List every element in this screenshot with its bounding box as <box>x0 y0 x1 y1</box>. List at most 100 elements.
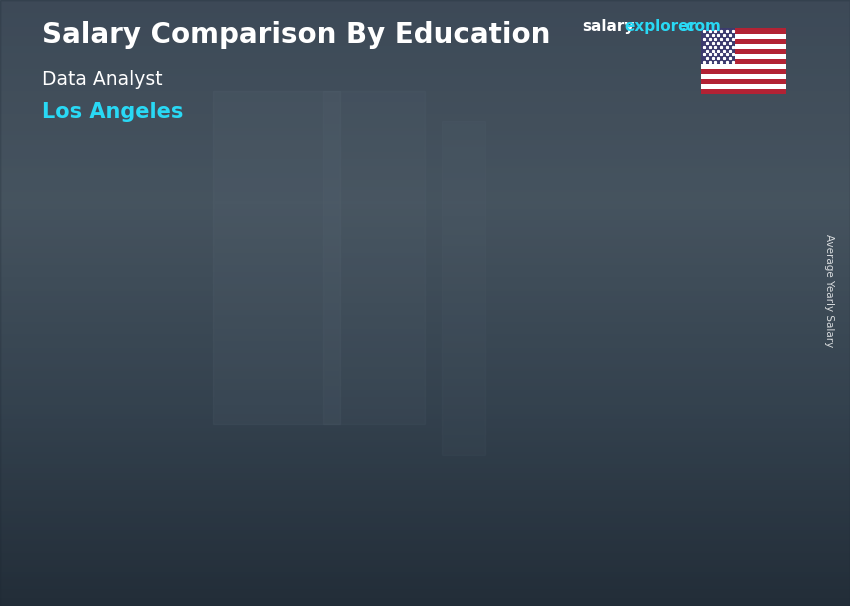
Bar <box>560 387 687 390</box>
Text: Bachelor's
Degree: Bachelor's Degree <box>376 521 449 553</box>
Bar <box>111 395 238 397</box>
Bar <box>111 467 238 468</box>
Bar <box>111 484 238 485</box>
Bar <box>111 403 238 405</box>
Bar <box>111 463 238 465</box>
Bar <box>340 424 467 426</box>
Polygon shape <box>340 293 484 301</box>
Bar <box>560 264 687 268</box>
Bar <box>340 308 467 311</box>
Bar <box>340 378 467 380</box>
Bar <box>111 453 238 455</box>
Bar <box>111 424 238 425</box>
Bar <box>560 364 687 367</box>
Bar <box>111 380 238 382</box>
Polygon shape <box>238 351 256 506</box>
Bar <box>111 440 238 442</box>
Bar <box>701 74 786 79</box>
Bar <box>560 304 687 307</box>
Bar <box>560 423 687 427</box>
Bar <box>560 361 687 364</box>
Bar <box>340 352 467 355</box>
Bar <box>560 447 687 450</box>
Bar <box>340 493 467 496</box>
Bar <box>560 324 687 327</box>
Bar <box>340 465 467 467</box>
Bar <box>111 412 238 414</box>
Bar <box>111 489 238 491</box>
Text: salary: salary <box>582 19 635 35</box>
Polygon shape <box>687 232 705 506</box>
Bar <box>111 436 238 438</box>
Bar <box>442 121 484 454</box>
Bar <box>560 331 687 334</box>
Bar <box>111 482 238 484</box>
Bar <box>323 91 425 424</box>
Bar <box>340 403 467 406</box>
Bar <box>111 448 238 450</box>
Bar <box>340 436 467 439</box>
Bar <box>111 459 238 461</box>
Bar <box>560 255 687 258</box>
Bar <box>560 427 687 430</box>
Bar <box>111 502 238 504</box>
Bar <box>340 416 467 419</box>
Bar <box>111 450 238 451</box>
Bar <box>111 419 238 421</box>
Bar <box>111 375 238 376</box>
Bar <box>340 459 467 462</box>
Text: 81,100 USD: 81,100 USD <box>62 335 149 349</box>
Bar <box>340 450 467 452</box>
Bar <box>111 425 238 427</box>
Bar <box>340 485 467 488</box>
Bar <box>560 354 687 357</box>
Bar <box>340 393 467 396</box>
Bar <box>111 479 238 482</box>
Bar <box>111 487 238 489</box>
Bar <box>340 367 467 370</box>
Bar <box>111 369 238 371</box>
Bar <box>560 397 687 400</box>
Bar <box>111 378 238 380</box>
Bar <box>560 271 687 275</box>
Bar <box>560 476 687 479</box>
Bar <box>340 411 467 413</box>
Bar <box>560 357 687 361</box>
Bar <box>340 324 467 326</box>
Polygon shape <box>111 351 256 356</box>
Bar <box>111 393 238 395</box>
Bar <box>340 413 467 416</box>
Bar <box>111 364 238 365</box>
Bar <box>111 478 238 479</box>
Bar <box>560 466 687 470</box>
Bar <box>701 59 786 64</box>
Bar <box>560 373 687 377</box>
Bar <box>111 397 238 399</box>
Bar <box>340 398 467 401</box>
Bar <box>560 337 687 341</box>
Bar <box>340 313 467 316</box>
Bar <box>340 316 467 319</box>
Bar <box>340 429 467 431</box>
Text: Los Angeles: Los Angeles <box>42 102 184 122</box>
Bar <box>701 44 786 48</box>
Bar <box>340 419 467 421</box>
Bar <box>340 301 467 303</box>
Bar <box>560 502 687 506</box>
Bar <box>560 258 687 261</box>
Bar <box>340 380 467 382</box>
Text: Data Analyst: Data Analyst <box>42 70 163 88</box>
Bar <box>111 494 238 496</box>
Bar <box>340 321 467 324</box>
Bar <box>560 241 687 245</box>
Bar <box>111 356 238 358</box>
Bar <box>560 450 687 453</box>
Bar <box>560 483 687 486</box>
Bar <box>560 278 687 281</box>
Bar <box>560 443 687 447</box>
Bar <box>560 380 687 384</box>
Bar <box>340 396 467 398</box>
Bar <box>560 327 687 331</box>
Bar <box>560 416 687 420</box>
Bar <box>111 431 238 433</box>
